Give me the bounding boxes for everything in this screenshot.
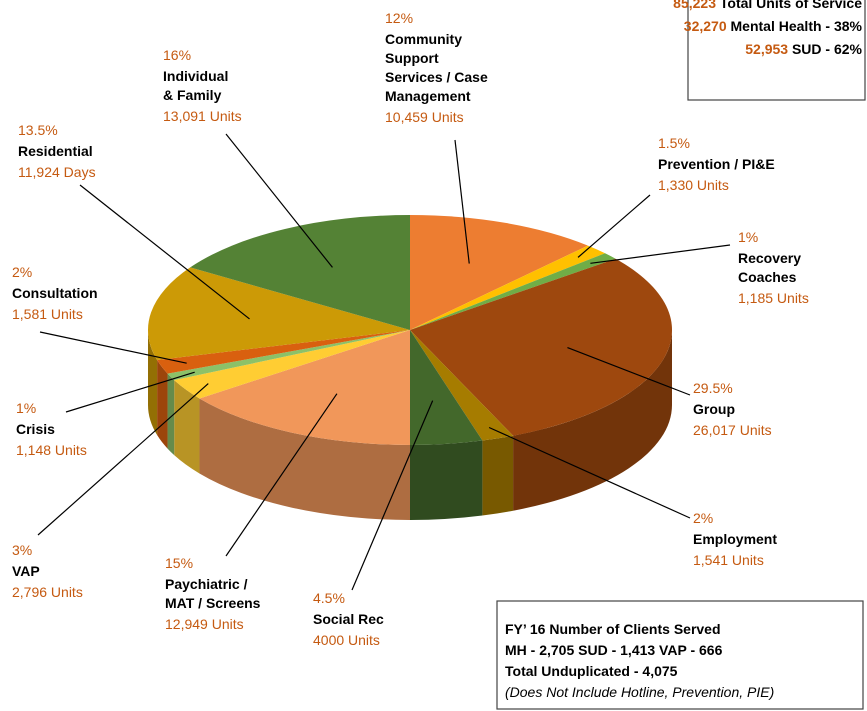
leader-line [225, 393, 338, 557]
slice [410, 330, 483, 445]
total-text: Total Units of Service [716, 0, 862, 11]
clients-line: Total Unduplicated - 4,075 [505, 663, 678, 679]
leader-line [577, 194, 651, 258]
total-number: 52,953 [745, 41, 788, 57]
category-label: Employment [693, 531, 777, 547]
clients-line: FY’ 16 Number of Clients Served [505, 621, 721, 637]
slice [410, 258, 673, 436]
slice [410, 330, 514, 441]
total-line: 85,223 Total Units of Service [673, 0, 862, 11]
units-label: 26,017 Units [693, 422, 772, 438]
units-label: 1,581 Units [12, 306, 83, 322]
pie [147, 215, 673, 520]
category-label: Consultation [12, 285, 98, 301]
units-label: 1,541 Units [693, 552, 764, 568]
percent-label: 1% [16, 400, 36, 416]
category-label: Paychiatric / MAT / Screens [165, 576, 261, 611]
units-label: 1,330 Units [658, 177, 729, 193]
units-label: 1,185 Units [738, 290, 809, 306]
labels: 12% Community Support Services / Case Manage… [12, 10, 809, 648]
total-number: 32,270 [684, 18, 727, 34]
category-label: Community Support Services / Case Managemen… [385, 31, 488, 104]
slice-side [174, 380, 200, 474]
slice-side [199, 398, 410, 520]
leader-line [351, 400, 434, 591]
slice [410, 245, 606, 330]
leader-line [79, 184, 250, 320]
leader-line [488, 426, 691, 519]
total-line: 32,270 Mental Health - 38% [684, 18, 863, 34]
percent-label: 29.5% [693, 380, 733, 396]
leader-line [567, 347, 691, 396]
leader-line [37, 383, 209, 536]
units-label: 4000 Units [313, 632, 380, 648]
clients-line: (Does Not Include Hotline, Prevention, P… [505, 684, 774, 700]
category-label: Group [693, 401, 735, 417]
slice [410, 215, 588, 330]
category-label: Recovery Coaches [738, 250, 801, 285]
slice [167, 330, 410, 381]
percent-label: 15% [165, 555, 193, 571]
slice [174, 330, 410, 399]
units-label: 13,091 Units [163, 108, 242, 124]
percent-label: 12% [385, 10, 413, 26]
percent-label: 1.5% [658, 135, 690, 151]
category-label: VAP [12, 563, 40, 579]
category-label: Residential [18, 143, 93, 159]
percent-label: 2% [12, 264, 32, 280]
category-label: Crisis [16, 421, 55, 437]
percent-label: 4.5% [313, 590, 345, 606]
units-label: 1,148 Units [16, 442, 87, 458]
leader-line [225, 133, 333, 268]
slice-side [513, 330, 672, 511]
units-label: 2,796 Units [12, 584, 83, 600]
total-number: 85,223 [673, 0, 716, 11]
leader-line [39, 331, 187, 364]
clients-box [496, 600, 864, 710]
category-label: Social Rec [313, 611, 384, 627]
percent-label: 3% [12, 542, 32, 558]
percent-label: 2% [693, 510, 713, 526]
percent-label: 13.5% [18, 122, 58, 138]
slice [199, 330, 410, 445]
total-text: Mental Health - 38% [727, 18, 863, 34]
total-line: 52,953 SUD - 62% [745, 41, 862, 57]
slice-side [482, 435, 514, 516]
leader-line [590, 244, 731, 264]
category-label: Prevention / PI&E [658, 156, 775, 172]
leader-line [65, 371, 195, 413]
units-label: 12,949 Units [165, 616, 244, 632]
clients-line: MH - 2,705 SUD - 1,413 VAP - 666 [505, 642, 723, 658]
slice-side [167, 373, 175, 456]
units-label: 10,459 Units [385, 109, 464, 125]
percent-label: 16% [163, 47, 191, 63]
units-label: 11,924 Days [18, 164, 96, 180]
slice-side [157, 360, 168, 449]
slice [410, 253, 616, 330]
slice-side [410, 440, 483, 520]
box-texts: 85,223 Total Units of Service 32,270 Ment… [505, 0, 863, 700]
leader-line [454, 139, 470, 264]
totals-box [687, 0, 866, 101]
slice [157, 330, 410, 374]
slice [190, 215, 410, 330]
total-text: SUD - 62% [788, 41, 862, 57]
percent-label: 1% [738, 229, 758, 245]
category-label: Individual & Family [163, 68, 228, 103]
